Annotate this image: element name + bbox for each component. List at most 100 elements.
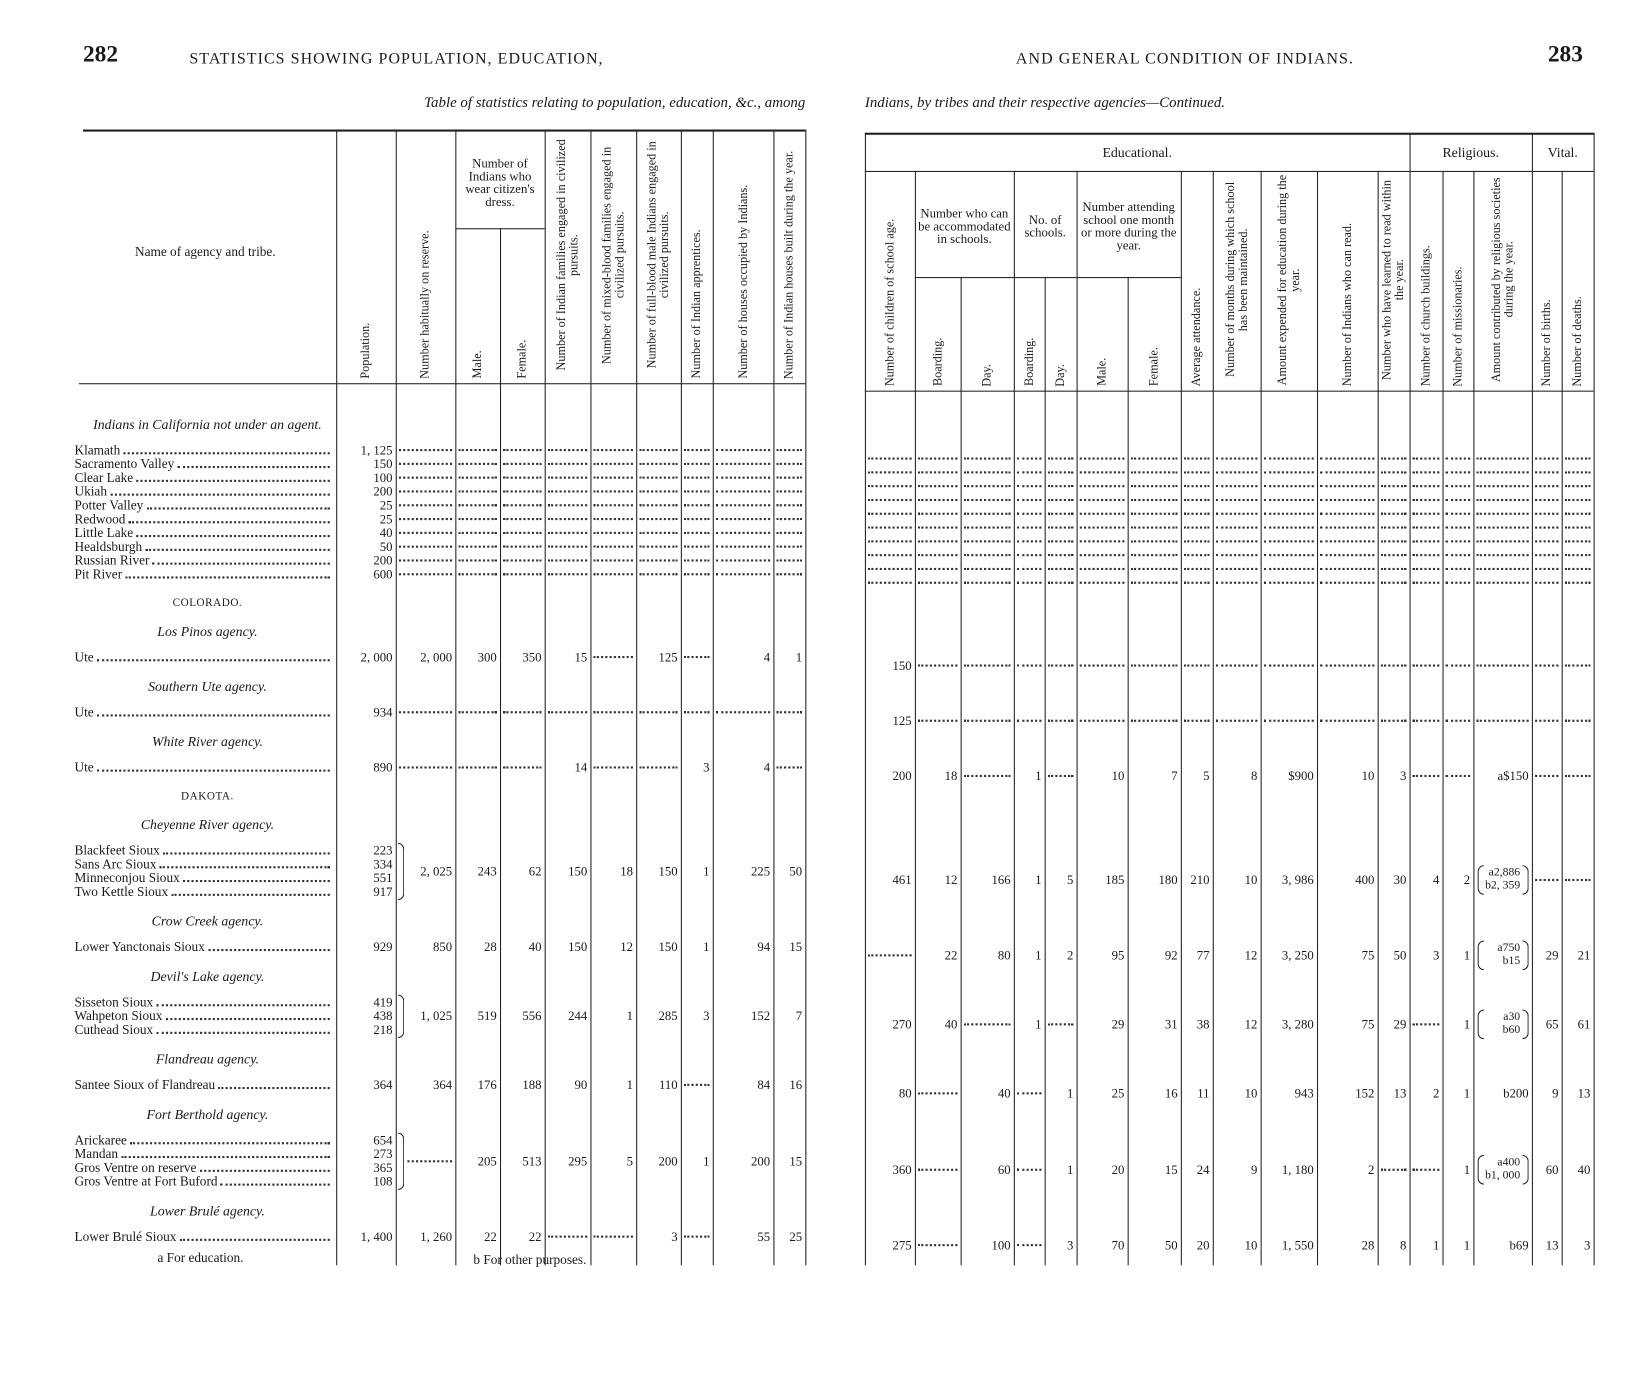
tribe-row: Gros Ventre at Fort Buford [74, 1175, 331, 1189]
cell-value: 38 [1196, 1016, 1210, 1032]
dot-leader [1476, 498, 1529, 502]
header-text: Number of Indian apprentices. [690, 229, 704, 379]
rule [1442, 170, 1444, 1266]
dot-leader [1320, 567, 1375, 571]
cell-value: 243 [477, 863, 497, 879]
dot-leader [593, 656, 633, 659]
tribe-row: Mandan [74, 1147, 331, 1161]
tribe-row: Sisseton Sioux [74, 995, 331, 1010]
column-header: Number who have learned to read within t… [1378, 173, 1410, 391]
column-header: Number of Indian apprentices. [681, 132, 713, 384]
cell-value: 20 [1196, 1237, 1210, 1253]
dot-leader [1412, 1168, 1440, 1171]
dot-leader [110, 493, 330, 496]
dot-leader [1130, 485, 1178, 488]
cell-value: 5 [1203, 768, 1210, 784]
dot-leader [963, 554, 1011, 557]
population: 929 [373, 939, 393, 955]
dot-leader [1476, 540, 1529, 543]
dot-leader [1380, 498, 1407, 502]
dot-leader [1016, 457, 1042, 460]
cell-value: 1 [1035, 872, 1042, 887]
dot-leader [1184, 540, 1210, 543]
tribe-name: Ute [74, 760, 94, 775]
cell-value: 28 [484, 939, 497, 955]
cell-value: 1 [626, 1008, 633, 1024]
dot-leader [1016, 581, 1042, 584]
cell-value: 275 [892, 1237, 912, 1253]
dot-leader [1380, 664, 1407, 667]
cell-value: 29 [1545, 947, 1559, 963]
tribe-name: Gros Ventre on reserve [74, 1160, 197, 1176]
dot-leader [593, 559, 633, 562]
cell-value: 10 [1244, 872, 1258, 887]
group-header: No. of schools. [1024, 212, 1066, 240]
dot-leader [1476, 581, 1529, 584]
dot-leader [1535, 526, 1559, 529]
dot-leader [398, 545, 453, 548]
rule [864, 390, 1594, 392]
column-header: Male. [455, 229, 500, 383]
tribe-name: Ute [74, 649, 94, 665]
header-text: Number of mixed-blood families engaged i… [600, 146, 627, 364]
tribe-row: Blackfeet Sioux [74, 843, 331, 858]
dot-leader [458, 573, 497, 576]
cell-value: 25 [1111, 1085, 1125, 1101]
dot-leader [639, 462, 678, 465]
population: 150 [373, 456, 393, 472]
dot-leader [1184, 581, 1210, 584]
tribe-row: Sans Arc Sioux [74, 856, 331, 872]
cell-value: 80 [997, 947, 1011, 963]
cell-value: 18 [944, 768, 958, 784]
population: 40 [379, 525, 393, 541]
cell-value: 31 [1164, 1016, 1178, 1032]
dot-leader [918, 540, 958, 543]
dot-leader [963, 512, 1011, 515]
dot-leader [963, 719, 1011, 722]
dot-leader [684, 449, 710, 452]
group-header: Number of Indians who wear citizen's dre… [465, 156, 535, 210]
dot-leader [547, 711, 588, 714]
dot-leader [547, 462, 588, 465]
dot-leader [1445, 471, 1471, 474]
dot-leader [639, 476, 678, 479]
dot-leader [123, 452, 330, 455]
tribe-row: Ute [74, 649, 331, 665]
dot-leader [684, 504, 710, 507]
cell-value: 2, 025 [420, 863, 453, 879]
rule [1180, 170, 1182, 1266]
dot-leader [963, 457, 1011, 460]
dot-leader [1130, 664, 1178, 667]
page-number: 283 [1547, 40, 1583, 67]
cell-value: 18 [620, 863, 633, 879]
population: 364 [373, 1077, 393, 1093]
rule [712, 129, 714, 1266]
dot-leader [1380, 457, 1407, 460]
dot-leader [1535, 878, 1559, 881]
cell-value: 10 [1244, 1237, 1258, 1253]
dot-leader [547, 476, 588, 479]
dot-leader [125, 576, 330, 579]
dot-leader [458, 766, 497, 769]
cell-value: 50 [789, 863, 803, 879]
cell-value: 13 [1545, 1237, 1559, 1253]
rule [336, 129, 338, 1266]
cell-value: 1 [1463, 1085, 1471, 1101]
dot-leader [776, 504, 803, 507]
header-text: Number of births. [1540, 299, 1554, 387]
dot-leader [684, 518, 710, 521]
header-text: Day. [1054, 363, 1067, 387]
dot-leader [593, 504, 633, 507]
dot-leader [1564, 581, 1591, 584]
dot-leader [1079, 554, 1125, 557]
cell-value: 12 [620, 939, 633, 955]
dot-leader [547, 490, 588, 493]
dot-leader [1130, 567, 1178, 571]
cell-value: 125 [892, 713, 912, 729]
dot-leader [458, 711, 497, 714]
rule [773, 129, 775, 1266]
cell-value: 50 [1393, 947, 1407, 963]
tribe-name: Sans Arc Sioux [74, 856, 157, 872]
population: 25 [379, 511, 393, 527]
cell-value: 15 [574, 649, 588, 665]
